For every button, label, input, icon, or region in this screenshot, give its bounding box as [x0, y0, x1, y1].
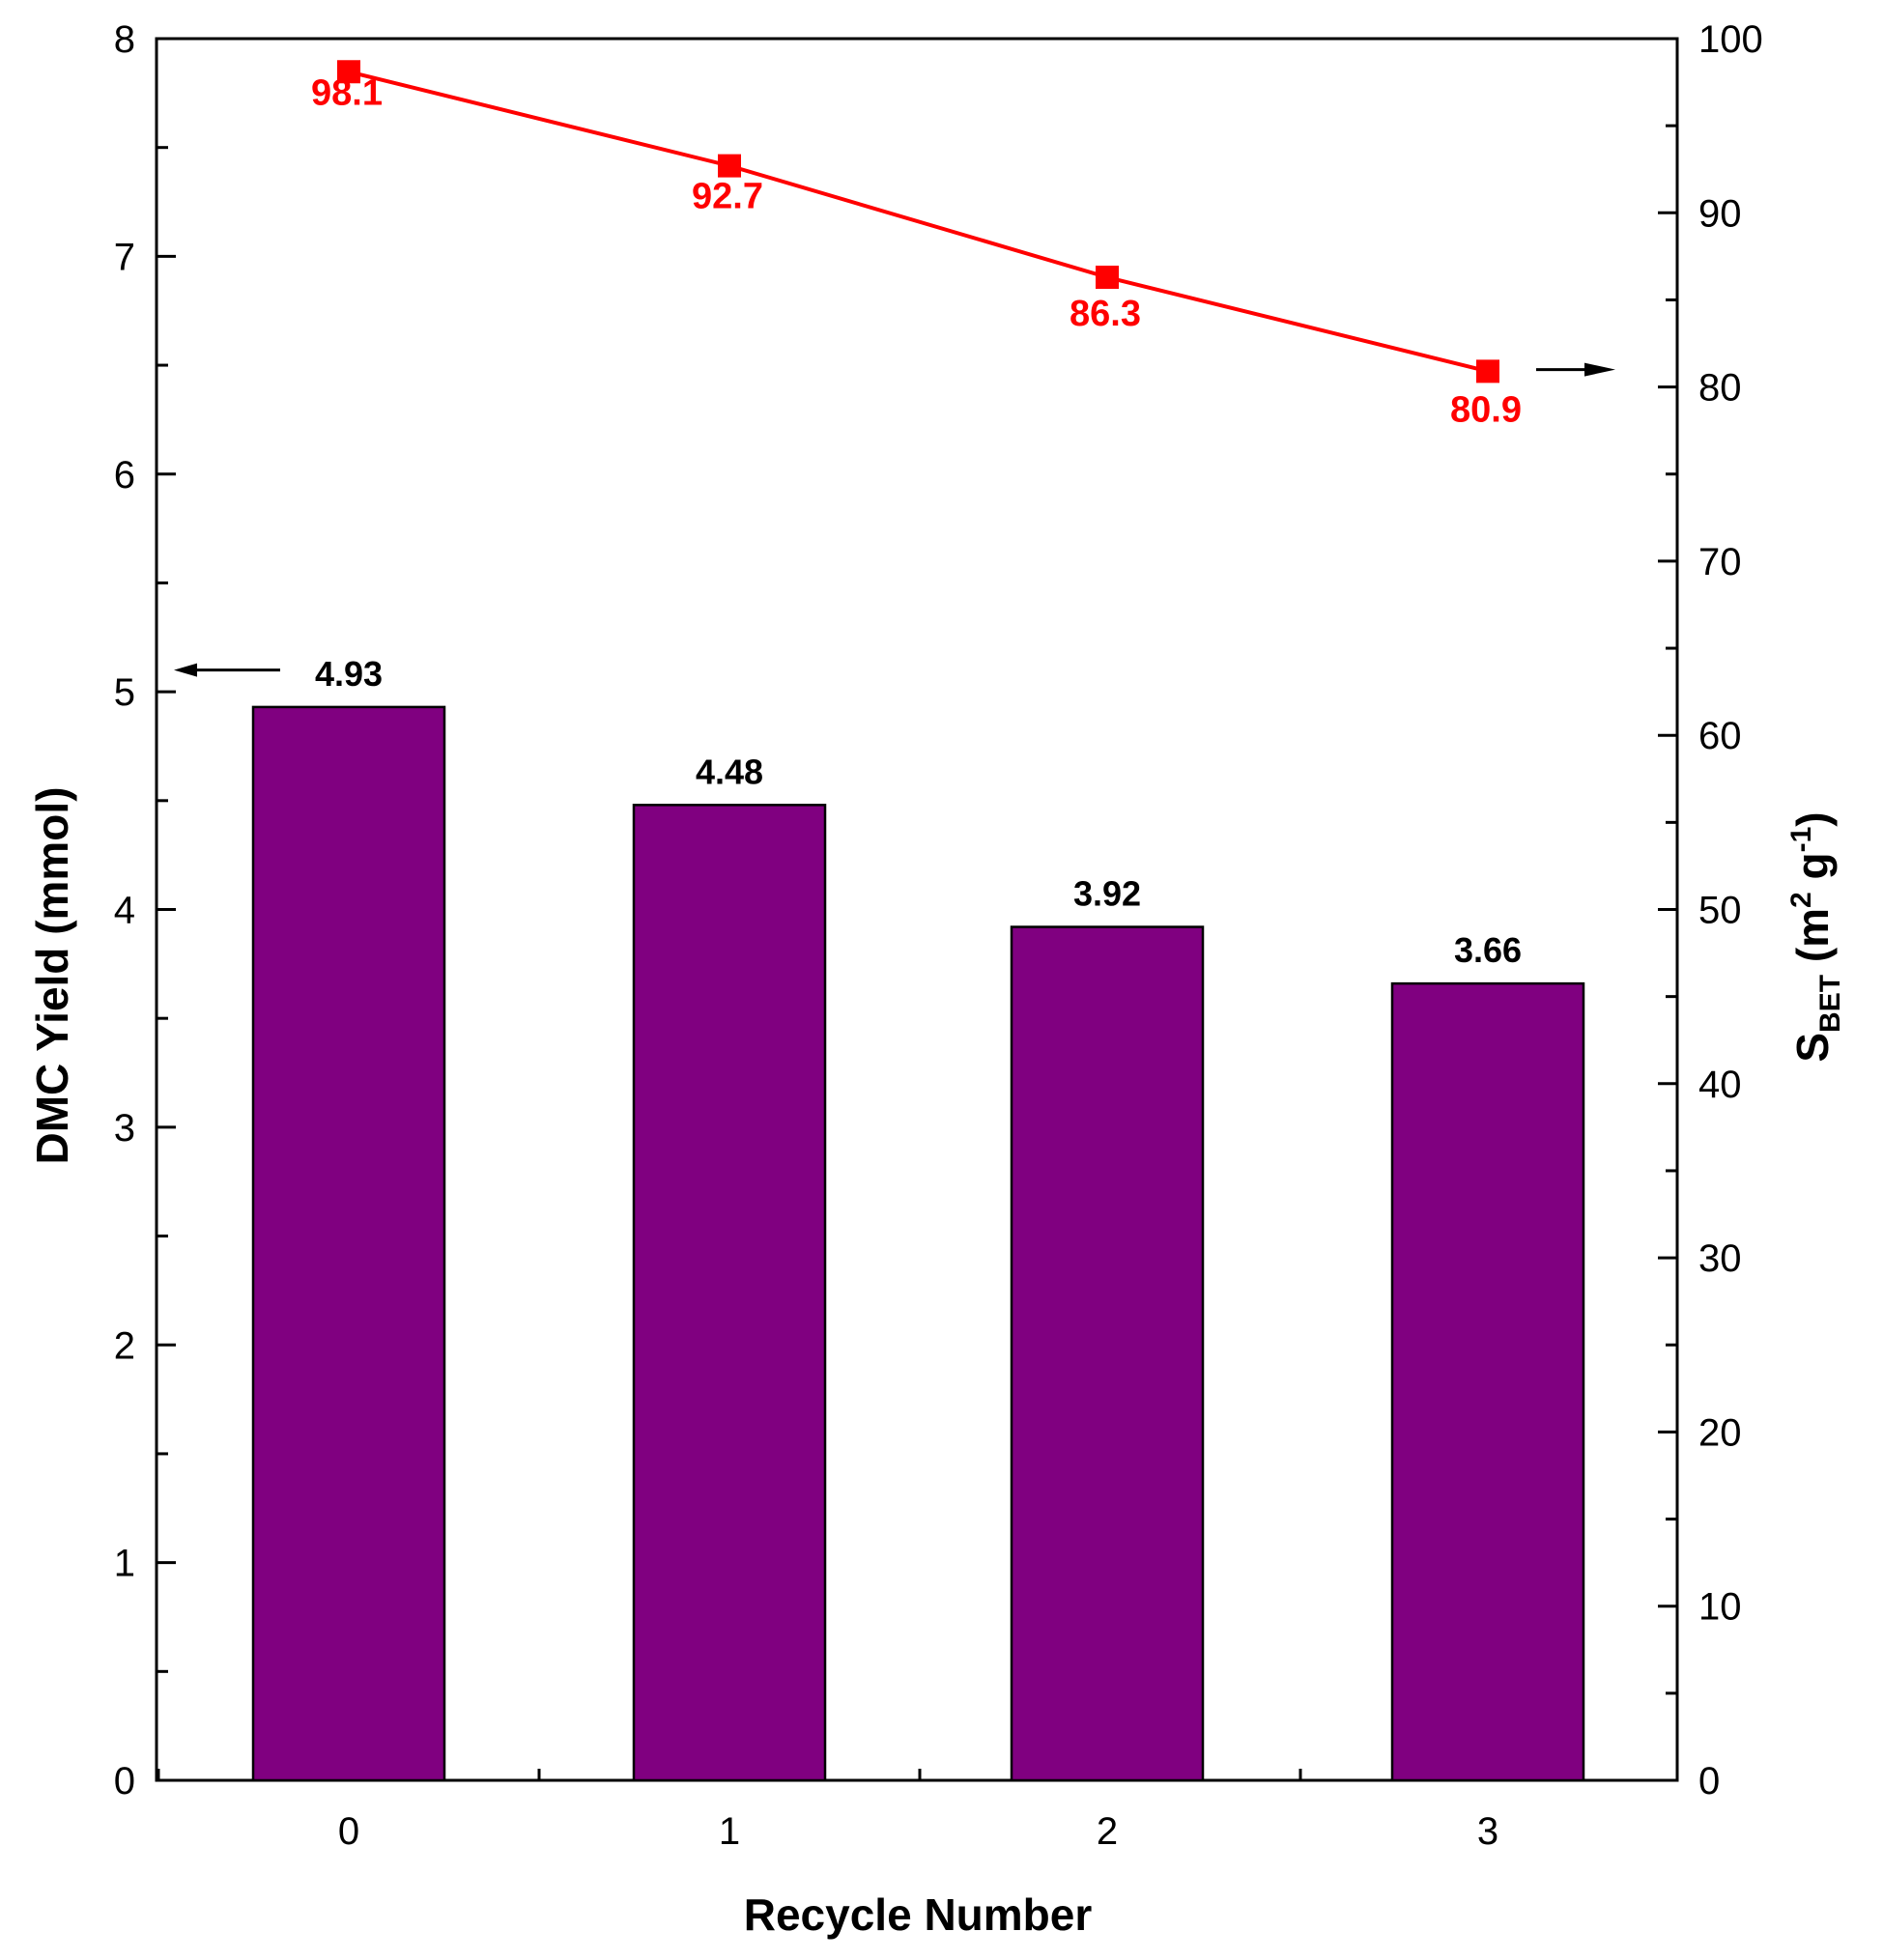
right-y-axis-title-unit-mid: g	[1787, 852, 1838, 892]
x-tick-label-2: 2	[1097, 1810, 1118, 1853]
right-tick-label-40: 40	[1698, 1064, 1742, 1106]
line-series: 98.1 92.7 86.3 80.9	[311, 60, 1522, 430]
left-tick-label-2: 2	[114, 1324, 135, 1367]
right-y-axis-title: SBET (m2 g-1)	[1785, 811, 1846, 1062]
left-tick-label-8: 8	[114, 18, 135, 61]
x-tick-label-0: 0	[338, 1810, 359, 1853]
x-axis-title: Recycle Number	[744, 1889, 1093, 1940]
left-tick-label-7: 7	[114, 236, 135, 278]
right-tick-label-0: 0	[1698, 1760, 1720, 1803]
right-tick-label-60: 60	[1698, 715, 1742, 757]
sbet-value-label-2: 86.3	[1070, 294, 1141, 334]
left-arrow-icon	[174, 663, 197, 677]
right-tick-label-50: 50	[1698, 890, 1742, 932]
right-tick-label-30: 30	[1698, 1237, 1742, 1280]
left-tick-label-4: 4	[114, 890, 135, 932]
left-y-axis-title: DMC Yield (mmol)	[27, 786, 77, 1164]
right-tick-label-10: 10	[1698, 1586, 1742, 1629]
sbet-value-label-0: 98.1	[311, 72, 383, 113]
bar-2	[1010, 925, 1205, 1782]
left-tick-label-0: 0	[114, 1760, 135, 1803]
bar-value-label-1: 4.48	[696, 752, 763, 791]
right-y-axis-title-unit-open: (m	[1787, 908, 1838, 975]
bar-value-label-2: 3.92	[1073, 874, 1141, 914]
right-y-axis-title-subscript: BET	[1814, 975, 1846, 1033]
left-y-axis: 0 1 2 3 4 5 6 7 8	[114, 18, 176, 1803]
bar-0	[251, 705, 446, 1782]
axis-indicator-arrows	[174, 362, 1615, 677]
right-tick-label-100: 100	[1698, 18, 1763, 61]
left-tick-label-6: 6	[114, 454, 135, 497]
right-y-axis-title-unit-close: )	[1787, 811, 1838, 826]
sbet-marker-2	[1096, 266, 1119, 290]
sbet-marker-1	[718, 154, 741, 178]
sbet-value-label-1: 92.7	[692, 177, 763, 217]
sbet-line	[348, 70, 1489, 374]
right-y-axis: 0 10 20 30 40 50 60 70 80 90 100	[1658, 18, 1763, 1803]
bar-1	[632, 804, 827, 1782]
sbet-value-label-3: 80.9	[1450, 389, 1522, 430]
left-tick-label-1: 1	[114, 1543, 135, 1585]
bar-value-label-0: 4.93	[315, 654, 383, 694]
right-arrow-icon	[1584, 362, 1615, 377]
bar-3	[1390, 981, 1585, 1782]
bar-series: 4.93 4.48 3.92 3.66	[251, 654, 1585, 1782]
left-tick-label-3: 3	[114, 1107, 135, 1150]
right-tick-label-70: 70	[1698, 541, 1742, 583]
left-tick-label-5: 5	[114, 671, 135, 714]
right-y-axis-title-superscript-2: -1	[1785, 827, 1817, 853]
right-tick-label-90: 90	[1698, 192, 1742, 235]
right-y-axis-title-superscript-1: 2	[1785, 892, 1817, 908]
right-y-axis-title-main: S	[1787, 1033, 1838, 1063]
x-tick-label-3: 3	[1477, 1810, 1498, 1853]
sbet-marker-3	[1476, 359, 1499, 383]
bar-value-label-3: 3.66	[1454, 930, 1522, 970]
x-tick-label-1: 1	[719, 1810, 740, 1853]
sbet-marker-0	[337, 60, 360, 84]
right-tick-label-80: 80	[1698, 367, 1742, 410]
right-tick-label-20: 20	[1698, 1411, 1742, 1454]
